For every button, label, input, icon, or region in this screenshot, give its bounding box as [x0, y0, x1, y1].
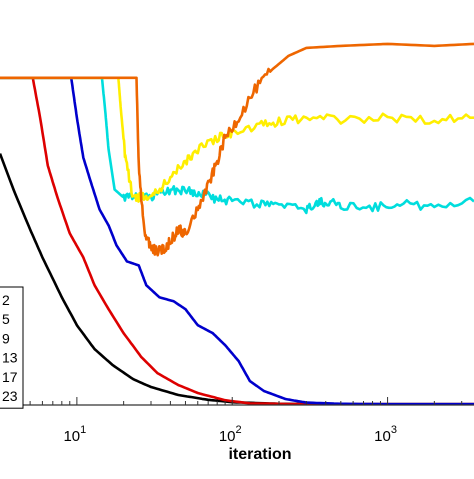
series-line-13 [0, 76, 474, 215]
x-axis: 101 102 103 [0, 397, 474, 445]
legend-box [0, 286, 24, 409]
series-line-2 [0, 153, 474, 406]
series-layer [0, 42, 474, 406]
series-line-5 [0, 76, 474, 406]
legend-entry-23: 23 [2, 388, 18, 404]
x-axis-label: iteration [228, 446, 291, 463]
legend-entry-9: 9 [2, 330, 10, 346]
x-tick-label: 102 [219, 424, 242, 445]
series-line-9 [0, 76, 474, 406]
legend-entry-17: 17 [2, 369, 18, 385]
series-line-17 [0, 76, 474, 203]
legend-entry-5: 5 [2, 311, 10, 327]
x-tick-label: 101 [63, 424, 86, 445]
series-line-23 [0, 42, 474, 257]
legend-entry-13: 13 [2, 350, 18, 366]
legend-entry-2: 2 [2, 292, 10, 308]
legend: 2 5 9 13 17 23 [0, 286, 24, 409]
x-tick-label: 103 [374, 424, 397, 445]
